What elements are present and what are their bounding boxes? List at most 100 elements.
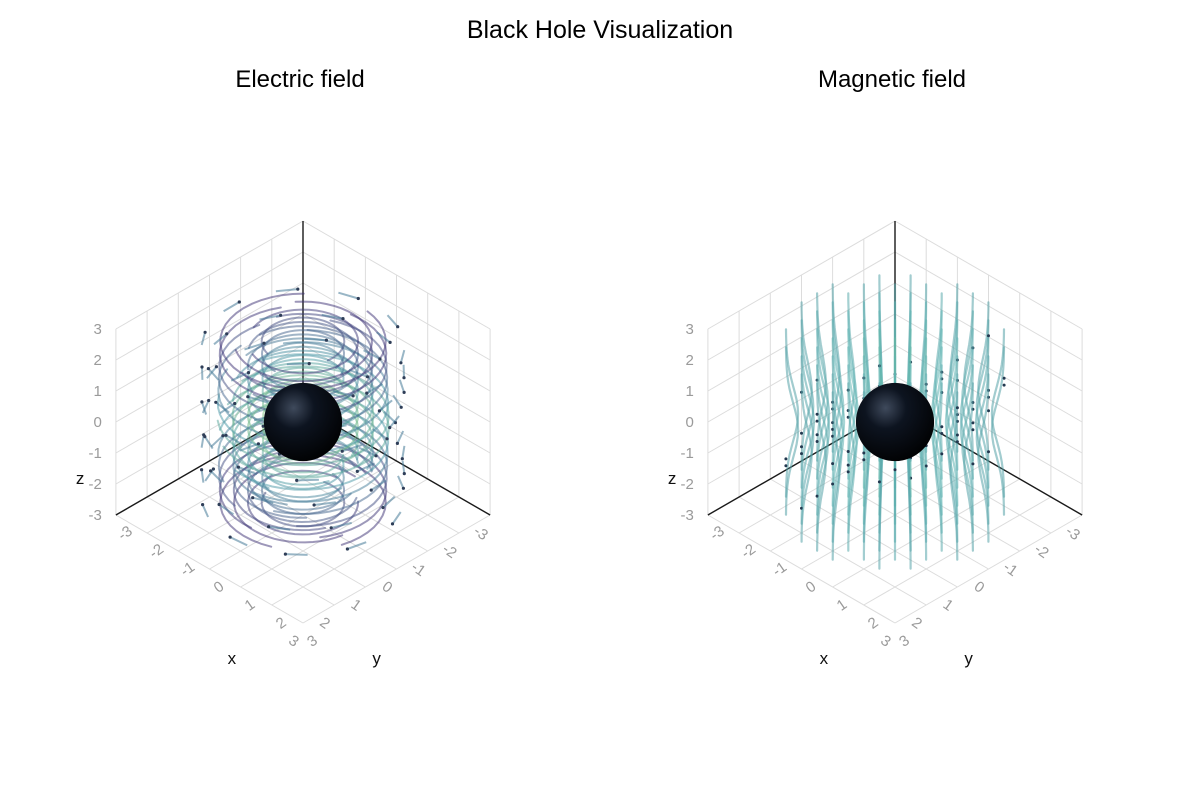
arrow-head [207,398,211,403]
streamline [959,346,974,516]
arrow-head [237,300,241,304]
streamline [216,353,390,454]
streamline [800,373,813,543]
arrow-head [1002,383,1006,387]
z-tick-label: 2 [94,352,102,369]
streamline [200,332,207,346]
arrow-head [374,454,378,458]
arrow-head [203,435,207,439]
streamline [392,394,403,408]
arrow-head [256,442,260,446]
grid-line [115,514,304,624]
electric-field-title: Electric field [235,66,365,93]
streamline [259,314,281,321]
arrow-head [955,406,959,410]
x-tick-label: 0 [803,578,820,597]
grid-line [115,251,304,361]
electric-field-panel: Electric field -3 -2 -1 0 1 2 3 -3 -2 -1 0 1 2 3 -3 -2-… [0,60,600,800]
magnetic-field-title: Magnetic field [817,66,967,93]
grid-line [302,220,491,330]
y-axis-label: y [372,649,381,668]
x-tick-label: 1 [834,596,851,615]
streamline [386,314,399,328]
streamline [383,410,397,424]
arrow-head [815,419,819,423]
arrow-head [251,496,255,500]
arrow-head [831,462,835,466]
arrow-head [228,535,232,539]
arrow-head [365,391,369,395]
z-tick-label: 1 [94,383,102,400]
arrow-head [784,464,788,468]
z-axis-label: z [76,469,85,488]
streamline [800,355,815,525]
arrow-head [267,525,271,529]
arrow-head [784,457,788,461]
arrow-head [236,465,240,469]
arrow-head [395,441,399,445]
streamline [847,382,856,552]
x-axis-label: x [228,649,237,668]
arrow-head [1002,376,1006,380]
streamline [247,395,268,404]
arrow-head [214,365,218,369]
y-tick-label: 3 [877,632,894,651]
arrow-head [955,440,959,444]
arrow-head [217,502,221,507]
arrow-head [402,376,406,380]
arrow-head [402,390,406,394]
streamline [304,337,327,342]
x-tick-label: 1 [242,596,259,615]
arrow-head [940,452,944,456]
streamline [397,475,405,489]
arrow-head [388,426,392,430]
arrow-head [940,432,944,435]
streamline [990,346,1006,516]
arrow-head [987,334,990,338]
y-tick-label: 0 [971,578,988,597]
figure-title: Black Hole Visualization [466,16,734,44]
streamline [332,389,354,397]
grid-line [894,220,1083,330]
arrow-head [862,451,866,455]
streamline [356,462,376,473]
arrow-head [401,486,405,490]
streamline [816,382,827,552]
arrow-head [800,452,803,456]
z-tick-label: 1 [686,383,694,400]
magnetic-field-panel: Magnetic field -3 -2 -1 0 1 2 3 -3 -2 -1 0 1 2 3 -3 -2-… [592,60,1192,800]
arrow-head [261,424,265,428]
streamline [200,469,205,483]
streamline [219,402,236,415]
streamline [990,328,1006,498]
streamline [831,337,846,507]
streamline [261,354,345,403]
arrow-head [221,434,225,438]
streamline [949,391,959,561]
streamline [313,501,336,506]
streamline [382,495,396,509]
streamline [376,331,391,344]
arrow-head [296,287,300,291]
arrow-head [200,468,204,472]
streamline [391,511,402,525]
arrow-head [262,341,266,345]
arrow-head [396,325,400,329]
grid-line [707,220,896,330]
arrow-head [211,467,215,471]
event-horizon-sphere [263,382,343,462]
z-tick-label: 0 [94,414,102,431]
arrow-head [295,478,299,482]
x-tick-label: -3 [115,523,136,545]
x-axis-label: x [820,649,829,668]
arrow-head [987,409,990,413]
arrow-head [329,526,333,530]
x-tick-label: -2 [738,541,759,563]
streamline [218,503,235,516]
streamline [251,308,360,375]
y-tick-label: 1 [348,596,365,615]
arrow-head [203,330,207,334]
